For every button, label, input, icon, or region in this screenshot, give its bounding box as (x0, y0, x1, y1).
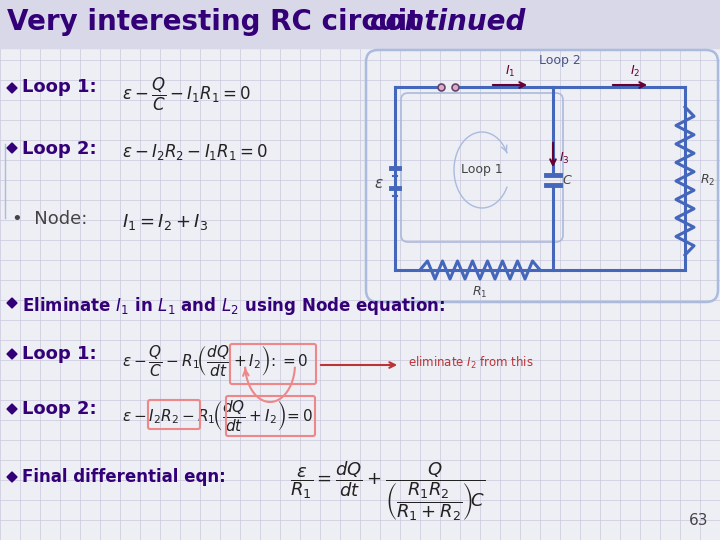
Text: •  Node:: • Node: (12, 210, 87, 228)
Polygon shape (7, 298, 17, 308)
Text: $R_1$: $R_1$ (472, 285, 487, 300)
Text: continued: continued (370, 8, 526, 36)
Text: $\varepsilon-I_2R_2-R_1\!\left(\dfrac{dQ}{dt}+I_2\right)\!=0$: $\varepsilon-I_2R_2-R_1\!\left(\dfrac{dQ… (122, 398, 313, 433)
Text: $\mathit{I}_2$: $\mathit{I}_2$ (630, 64, 640, 79)
Text: eliminate $\mathit{I}_2$ from this: eliminate $\mathit{I}_2$ from this (408, 355, 534, 371)
Text: $\mathit{I}_3$: $\mathit{I}_3$ (559, 151, 570, 166)
Text: Loop 2:: Loop 2: (22, 400, 96, 418)
Text: $\mathit{I}_1 = \mathit{I}_2 + \mathit{I}_3$: $\mathit{I}_1 = \mathit{I}_2 + \mathit{I… (122, 212, 208, 232)
Text: $\dfrac{\varepsilon}{R_1}=\dfrac{dQ}{dt}+\dfrac{Q}{\left(\dfrac{R_1R_2}{R_1+R_2}: $\dfrac{\varepsilon}{R_1}=\dfrac{dQ}{dt}… (290, 460, 485, 523)
Text: Loop 2: Loop 2 (539, 54, 581, 67)
Text: Loop 2:: Loop 2: (22, 140, 96, 158)
Text: Eliminate $\mathit{I}_1$ in $\mathit{L}_1$ and $\mathit{L}_2$ using Node equatio: Eliminate $\mathit{I}_1$ in $\mathit{L}_… (22, 295, 446, 317)
Polygon shape (7, 472, 17, 482)
Polygon shape (7, 349, 17, 359)
Text: Final differential eqn:: Final differential eqn: (22, 468, 226, 486)
Text: Loop 1:: Loop 1: (22, 78, 96, 96)
Text: Very interesting RC circuit: Very interesting RC circuit (7, 8, 430, 36)
Polygon shape (7, 83, 17, 93)
Text: Loop 1: Loop 1 (461, 164, 503, 177)
Text: $\varepsilon$: $\varepsilon$ (374, 176, 384, 191)
Text: Loop 1:: Loop 1: (22, 345, 96, 363)
Text: $\varepsilon-I_2R_2-I_1R_1=0$: $\varepsilon-I_2R_2-I_1R_1=0$ (122, 142, 268, 162)
Text: 63: 63 (688, 513, 708, 528)
Text: $\varepsilon-\dfrac{Q}{C}-R_1\!\left(\dfrac{dQ}{dt}+I_2\right)\!:=0$: $\varepsilon-\dfrac{Q}{C}-R_1\!\left(\df… (122, 343, 308, 378)
Polygon shape (7, 143, 17, 153)
Polygon shape (7, 404, 17, 414)
Text: $C$: $C$ (562, 173, 572, 186)
Text: $\mathit{I}_1$: $\mathit{I}_1$ (505, 64, 516, 79)
Text: $R_2$: $R_2$ (700, 172, 715, 187)
Text: $\varepsilon-\dfrac{Q}{C}-I_1R_1=0$: $\varepsilon-\dfrac{Q}{C}-I_1R_1=0$ (122, 76, 251, 113)
